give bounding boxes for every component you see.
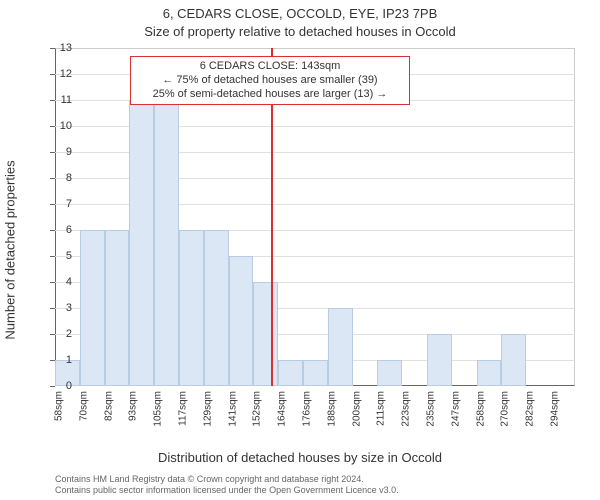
xtick-label: 129sqm (202, 391, 213, 427)
ytick-label: 12 (32, 68, 72, 80)
histogram-bar (303, 360, 328, 386)
xtick-label: 93sqm (128, 391, 139, 421)
xtick-label: 200sqm (351, 391, 362, 427)
xtick-label: 258sqm (475, 391, 486, 427)
ytick-label: 5 (32, 250, 72, 262)
histogram-bar (129, 100, 154, 386)
xtick-label: 294sqm (550, 391, 561, 427)
xtick-label: 152sqm (252, 391, 263, 427)
xtick-label: 58sqm (54, 391, 65, 421)
chart-subtitle: Size of property relative to detached ho… (0, 24, 600, 39)
histogram-bar (154, 74, 179, 386)
ytick-label: 2 (32, 328, 72, 340)
histogram-bar (427, 334, 452, 386)
annotation-box: 6 CEDARS CLOSE: 143sqm← 75% of detached … (130, 56, 410, 105)
plot-area: 58sqm70sqm82sqm93sqm105sqm117sqm129sqm14… (55, 48, 575, 386)
ytick-label: 13 (32, 42, 72, 54)
histogram-bar (328, 308, 353, 386)
histogram-bar (501, 334, 526, 386)
xtick-label: 176sqm (302, 391, 313, 427)
xtick-label: 82sqm (103, 391, 114, 421)
histogram-bar (377, 360, 402, 386)
attribution-line: Contains HM Land Registry data © Crown c… (55, 474, 399, 485)
y-axis-label: Number of detached properties (3, 160, 18, 339)
histogram-bar (253, 282, 278, 386)
chart-container: 6, CEDARS CLOSE, OCCOLD, EYE, IP23 7PB S… (0, 0, 600, 500)
ytick-label: 10 (32, 120, 72, 132)
xtick-label: 282sqm (525, 391, 536, 427)
chart-title: 6, CEDARS CLOSE, OCCOLD, EYE, IP23 7PB (0, 6, 600, 21)
histogram-bar (477, 360, 502, 386)
ytick-label: 4 (32, 276, 72, 288)
ytick-label: 1 (32, 354, 72, 366)
xtick-label: 164sqm (277, 391, 288, 427)
xtick-label: 211sqm (376, 391, 387, 426)
histogram-bar (278, 360, 303, 386)
histogram-bar (229, 256, 254, 386)
ytick-label: 7 (32, 198, 72, 210)
histogram-bar (80, 230, 105, 386)
xtick-label: 270sqm (500, 391, 511, 427)
histogram-bar (105, 230, 130, 386)
ytick-label: 11 (32, 94, 72, 106)
attribution-text: Contains HM Land Registry data © Crown c… (55, 474, 399, 497)
xtick-label: 117sqm (178, 391, 189, 426)
xtick-label: 70sqm (78, 391, 89, 421)
annotation-line: ← 75% of detached houses are smaller (39… (137, 74, 403, 88)
ytick-label: 3 (32, 302, 72, 314)
ytick-label: 0 (32, 380, 72, 392)
attribution-line: Contains public sector information licen… (55, 485, 399, 496)
ytick-label: 6 (32, 224, 72, 236)
histogram-bar (179, 230, 204, 386)
xtick-label: 223sqm (401, 391, 412, 427)
xtick-label: 247sqm (450, 391, 461, 427)
xtick-label: 188sqm (326, 391, 337, 427)
ytick-label: 9 (32, 146, 72, 158)
xtick-label: 105sqm (153, 391, 164, 427)
ytick-label: 8 (32, 172, 72, 184)
annotation-line: 25% of semi-detached houses are larger (… (137, 88, 403, 102)
annotation-line: 6 CEDARS CLOSE: 143sqm (137, 60, 403, 74)
xtick-label: 235sqm (426, 391, 437, 427)
xtick-label: 141sqm (227, 391, 238, 427)
x-axis-label: Distribution of detached houses by size … (0, 450, 600, 465)
histogram-bar (204, 230, 229, 386)
